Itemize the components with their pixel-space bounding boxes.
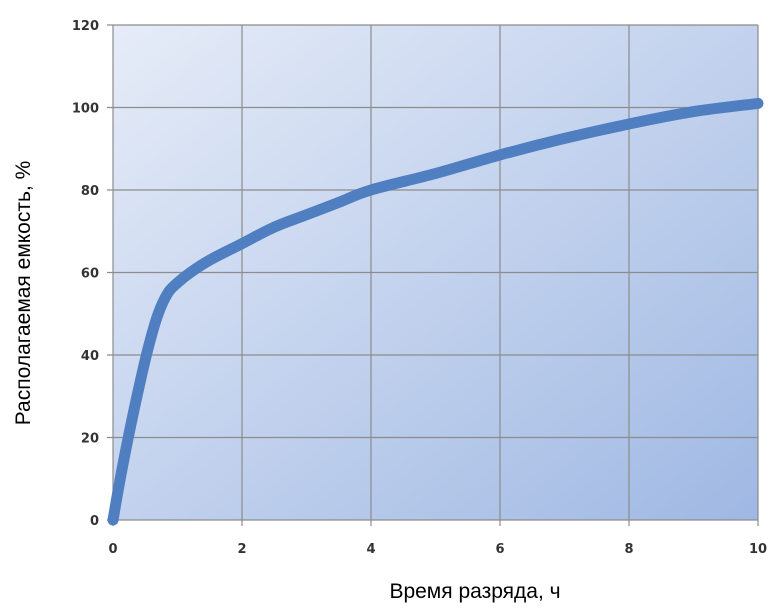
y-tick-label: 80 [81,184,99,199]
x-tick-label: 8 [624,542,633,557]
y-axis-title: Располагаемая емкость, % [12,161,35,426]
x-tick-label: 0 [108,542,117,557]
series-line [107,97,764,526]
y-tick-label: 60 [81,267,99,282]
x-tick-label: 2 [237,542,246,557]
y-tick-label: 20 [81,432,99,447]
x-tick-label: 6 [495,542,504,557]
gridlines [107,24,759,526]
x-tick-label: 4 [366,542,375,557]
y-tick-label: 120 [72,19,99,34]
x-axis-title: Время разряда, ч [389,580,560,603]
y-tick-label: 100 [72,102,99,117]
y-tick-label: 40 [81,349,99,364]
y-tick-label: 0 [90,514,99,529]
x-tick-label: 10 [749,542,767,557]
